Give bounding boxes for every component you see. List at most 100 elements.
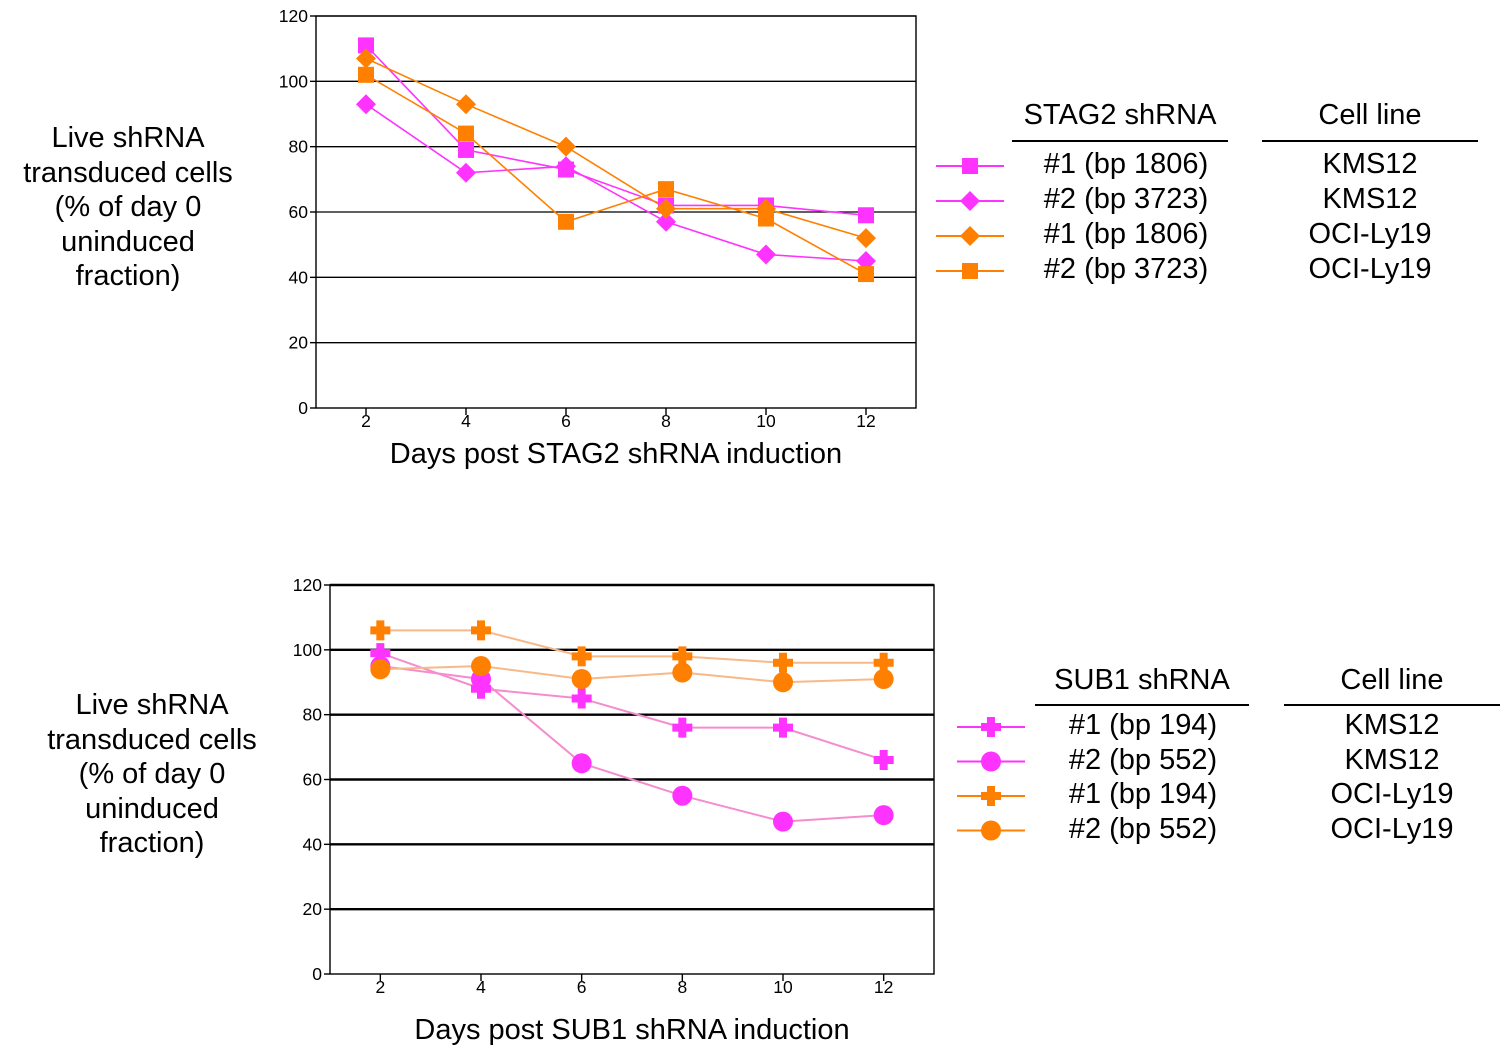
legend-marker bbox=[981, 820, 1001, 841]
data-point bbox=[556, 136, 576, 157]
cell-line-title: Cell line bbox=[1318, 99, 1422, 131]
data-point bbox=[356, 94, 376, 115]
legend-entry-label: #1 (bp 1806) bbox=[1043, 148, 1209, 180]
x-axis-label: Days post STAG2 shRNA induction bbox=[389, 438, 843, 470]
series-line bbox=[380, 665, 884, 823]
data-point bbox=[571, 753, 592, 774]
x-tick-label: 10 bbox=[756, 411, 776, 431]
data-point bbox=[873, 669, 894, 690]
legend-cell-line: KMS12 bbox=[1344, 743, 1440, 776]
legend-cell-line: OCI-Ly19 bbox=[1308, 253, 1432, 285]
series-line bbox=[380, 665, 884, 684]
data-point bbox=[672, 717, 693, 738]
legend-marker bbox=[962, 158, 978, 174]
stag2-chart-panel: Live shRNA transduced cells (% of day 0 … bbox=[0, 0, 1507, 520]
data-point bbox=[773, 652, 793, 673]
legend-entry-label: #1 (bp 1806) bbox=[1043, 218, 1209, 250]
x-tick-label: 12 bbox=[874, 977, 893, 997]
y-tick-label: 60 bbox=[303, 770, 323, 790]
data-point bbox=[456, 162, 476, 183]
x-axis-label: Days post SUB1 shRNA induction bbox=[414, 1014, 850, 1046]
x-tick-label: 8 bbox=[661, 411, 671, 431]
y-axis-label: Live shRNA transduced cells (% of day 0 … bbox=[47, 689, 257, 859]
y-tick-label: 40 bbox=[289, 267, 309, 287]
x-tick-label: 6 bbox=[561, 411, 571, 431]
y-tick-label: 120 bbox=[279, 6, 308, 26]
series-line bbox=[365, 103, 867, 262]
data-point bbox=[471, 620, 491, 641]
y-tick-label: 80 bbox=[303, 705, 323, 725]
legend-entry-label: #1 (bp 194) bbox=[1068, 709, 1218, 741]
cell-line-title-rule bbox=[1262, 140, 1478, 142]
x-tick-label: 4 bbox=[461, 411, 471, 431]
legend-title-rule bbox=[1035, 704, 1249, 706]
legend-cell-line: KMS12 bbox=[1322, 148, 1418, 180]
legend-title: STAG2 shRNA bbox=[1023, 99, 1217, 131]
legend-entry-label: #2 (bp 552) bbox=[1068, 812, 1218, 845]
data-point bbox=[370, 643, 391, 664]
data-point bbox=[672, 785, 693, 806]
legend-cell-line: OCI-Ly19 bbox=[1330, 778, 1454, 810]
legend-cell-line: KMS12 bbox=[1344, 709, 1440, 741]
legend-title: SUB1 shRNA bbox=[1054, 664, 1230, 696]
legend-title-rule bbox=[1012, 140, 1228, 142]
y-tick-label: 20 bbox=[289, 333, 309, 353]
y-tick-label: 60 bbox=[289, 202, 309, 222]
legend-cell-line: OCI-Ly19 bbox=[1330, 812, 1454, 845]
sub1-plot-area: 0 20 40 60 80 100 120 2 4 6 8 10 12 bbox=[293, 575, 935, 997]
cell-line-title-rule bbox=[1284, 704, 1500, 706]
y-tick-label: 100 bbox=[279, 71, 308, 91]
data-point bbox=[558, 213, 574, 230]
data-point bbox=[856, 251, 876, 271]
x-tick-label: 10 bbox=[773, 977, 793, 997]
legend-entry-label: #2 (bp 552) bbox=[1068, 743, 1218, 776]
sub1-chart-panel: Live shRNA transduced cells (% of day 0 … bbox=[0, 520, 1507, 1052]
data-point bbox=[756, 244, 776, 265]
legend-cell-line: OCI-Ly19 bbox=[1308, 218, 1432, 250]
data-point bbox=[571, 688, 592, 709]
data-point bbox=[456, 94, 476, 115]
data-point bbox=[873, 805, 894, 826]
legend-marker bbox=[960, 226, 980, 246]
data-point bbox=[658, 181, 674, 198]
legend-swatches bbox=[936, 158, 1004, 279]
legend-swatches bbox=[957, 717, 1025, 841]
series-line bbox=[379, 652, 884, 762]
legend-marker bbox=[981, 717, 1001, 737]
series-line bbox=[380, 629, 884, 664]
series-line bbox=[365, 57, 867, 239]
legend-marker bbox=[962, 263, 978, 279]
cell-line-title: Cell line bbox=[1340, 664, 1444, 696]
x-tick-label: 8 bbox=[677, 977, 687, 997]
data-point bbox=[656, 198, 676, 219]
data-point bbox=[471, 656, 491, 677]
data-point bbox=[370, 659, 391, 680]
series-line bbox=[365, 74, 867, 275]
legend-entry-label: #2 (bp 3723) bbox=[1043, 253, 1209, 285]
y-axis-label: Live shRNA transduced cells (% of day 0 … bbox=[23, 122, 233, 292]
data-point bbox=[672, 646, 693, 667]
data-point bbox=[873, 750, 894, 771]
x-tick-label: 12 bbox=[856, 411, 875, 431]
legend-marker bbox=[960, 191, 980, 211]
data-point bbox=[356, 48, 376, 69]
legend-entry-label: #2 (bp 3723) bbox=[1043, 183, 1209, 215]
legend-cell-line: KMS12 bbox=[1322, 183, 1418, 215]
data-point bbox=[773, 672, 793, 693]
data-point bbox=[858, 207, 874, 224]
legend-entry-label: #1 (bp 194) bbox=[1068, 778, 1218, 810]
y-tick-label: 40 bbox=[303, 834, 323, 854]
y-tick-label: 20 bbox=[303, 899, 323, 919]
x-tick-label: 2 bbox=[375, 977, 385, 997]
x-tick-label: 2 bbox=[361, 411, 371, 431]
data-point bbox=[758, 210, 774, 227]
data-point bbox=[458, 125, 474, 142]
legend-marker bbox=[981, 751, 1001, 772]
data-point bbox=[556, 156, 576, 177]
y-tick-label: 80 bbox=[289, 137, 309, 157]
y-tick-label: 120 bbox=[293, 575, 322, 595]
legend-marker bbox=[981, 786, 1001, 806]
data-point bbox=[858, 266, 874, 283]
data-point bbox=[458, 141, 474, 158]
y-tick-label: 0 bbox=[312, 964, 322, 984]
